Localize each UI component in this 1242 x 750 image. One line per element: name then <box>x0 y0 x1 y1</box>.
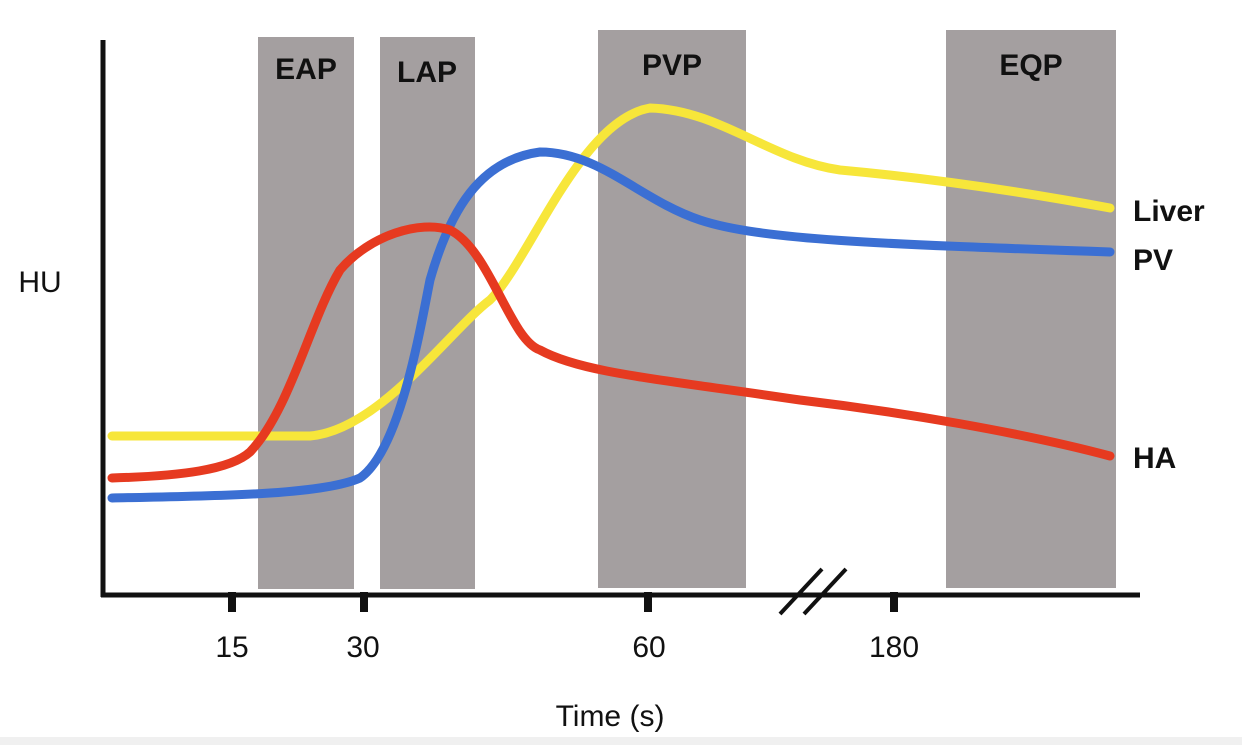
series-label-pv: PV <box>1133 244 1173 277</box>
series-label-liver: Liver <box>1133 195 1205 228</box>
axis-break-icon <box>778 567 848 616</box>
series-line-pv <box>107 147 1115 503</box>
series-line-liver <box>107 103 1115 441</box>
phase-band-eap <box>258 37 354 589</box>
phase-labels: EAP LAP PVP EQP <box>275 49 1063 89</box>
phase-label-eap: EAP <box>275 53 337 86</box>
series-labels: Liver PV HA <box>1133 195 1205 475</box>
phase-label-pvp: PVP <box>642 49 702 82</box>
series-label-ha: HA <box>1133 442 1176 475</box>
phase-band-eqp <box>946 30 1116 588</box>
x-tick-label-15: 15 <box>215 631 248 664</box>
x-tick-mark-60 <box>644 592 652 612</box>
x-tick-labels: 15 30 60 180 <box>215 631 919 664</box>
phase-label-lap: LAP <box>397 56 457 89</box>
phase-label-eqp: EQP <box>999 49 1062 82</box>
axes <box>100 40 1140 616</box>
x-tick-label-60: 60 <box>632 631 665 664</box>
x-tick-mark-15 <box>228 592 236 612</box>
x-tick-mark-30 <box>360 592 368 612</box>
series-line-ha <box>107 222 1115 483</box>
x-tick-mark-180 <box>890 592 898 612</box>
y-axis-title: HU <box>18 266 61 299</box>
x-tick-label-30: 30 <box>346 631 379 664</box>
series-lines <box>107 103 1115 503</box>
x-axis-title: Time (s) <box>556 700 665 733</box>
x-tick-label-180: 180 <box>869 631 919 664</box>
bottom-strip <box>0 737 1242 745</box>
